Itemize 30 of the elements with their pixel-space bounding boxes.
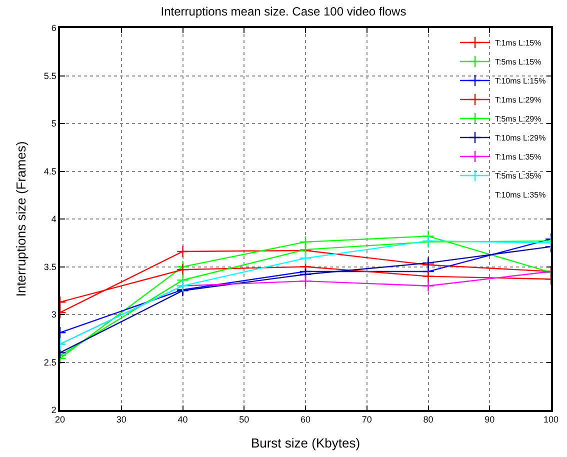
legend-label: T:5ms L:35% <box>495 172 542 181</box>
chart-title: Interruptions mean size. Case 100 video flows <box>160 4 406 18</box>
legend-label: T:10ms L:15% <box>495 76 546 86</box>
y-tick-label: 2 <box>51 405 56 416</box>
y-tick-label: 3.5 <box>44 262 56 272</box>
x-tick-label: 50 <box>239 414 250 425</box>
y-tick-label: 6 <box>51 23 56 34</box>
x-tick-label: 20 <box>54 414 66 425</box>
x-tick-label: 60 <box>300 414 311 425</box>
x-tick-label: 70 <box>362 414 372 425</box>
x-tick-label: 30 <box>116 414 126 425</box>
y-axis-title: Interruptions size (Frames) <box>13 141 28 297</box>
x-tick-label: 90 <box>484 414 495 425</box>
x-tick-label: 40 <box>178 414 188 425</box>
legend-label: T:5ms L:29% <box>495 114 542 124</box>
x-axis-title: Burst size (Kbytes) <box>250 436 360 451</box>
legend-label: T:10ms L:29% <box>495 134 546 143</box>
legend-label: T:1ms L:15% <box>495 38 542 48</box>
y-tick-label: 5.5 <box>44 70 56 81</box>
legend-label: T:1ms L:29% <box>495 96 542 105</box>
legend-label: T:1ms L:35% <box>495 152 542 162</box>
x-tick-label: 100 <box>543 414 559 425</box>
x-tick-label: 80 <box>423 414 434 425</box>
legend-label: T:5ms L:15% <box>495 58 542 67</box>
y-tick-label: 2.5 <box>44 357 56 368</box>
y-tick-label: 3 <box>51 310 56 320</box>
y-tick-label: 5 <box>51 118 56 129</box>
text: T:10ms L:35% <box>495 190 546 200</box>
y-tick-label: 4.5 <box>44 166 56 176</box>
y-tick-label: 4 <box>51 214 56 224</box>
